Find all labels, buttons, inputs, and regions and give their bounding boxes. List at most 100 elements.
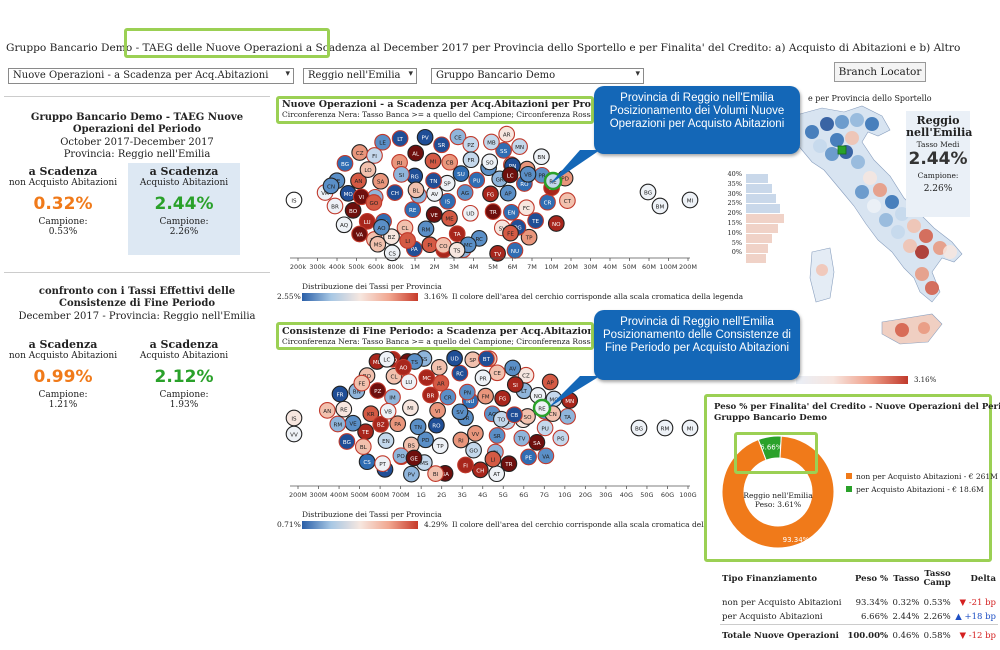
- province-bubble[interactable]: LT: [391, 130, 409, 147]
- province-bubble[interactable]: BL: [407, 181, 425, 199]
- province-bubble[interactable]: SI: [393, 166, 410, 183]
- province-bubble[interactable]: PD: [417, 431, 434, 449]
- province-bubble[interactable]: PE: [520, 448, 537, 466]
- province-bubble[interactable]: MS: [369, 235, 387, 253]
- province-bubble[interactable]: AN: [318, 402, 336, 419]
- province-bubble[interactable]: TV: [513, 429, 531, 447]
- province-bubble[interactable]: AL: [407, 144, 425, 162]
- province-bubble[interactable]: FG: [482, 185, 499, 203]
- province-bubble[interactable]: CH: [386, 184, 404, 201]
- province-bubble[interactable]: LE: [374, 133, 391, 151]
- province-bubble[interactable]: BR: [422, 386, 439, 404]
- province-bubble[interactable]: VI: [429, 402, 446, 419]
- province-bubble[interactable]: VV: [285, 425, 303, 443]
- province-bubble[interactable]: BZ: [372, 415, 390, 433]
- province-bubble[interactable]: FI: [457, 456, 474, 474]
- province-bubble[interactable]: BT: [478, 350, 495, 368]
- province-bubble[interactable]: SA: [528, 434, 546, 451]
- province-bubble[interactable]: VB: [379, 402, 397, 420]
- province-bubble[interactable]: CT: [559, 192, 576, 209]
- province-bubble[interactable]: LO: [359, 161, 377, 178]
- province-bubble[interactable]: TR: [484, 203, 502, 220]
- province-bubble[interactable]: CE: [488, 364, 506, 382]
- province-bubble[interactable]: FG: [494, 389, 511, 407]
- province-bubble[interactable]: FR: [462, 151, 480, 169]
- province-bubble[interactable]: CS: [383, 244, 401, 262]
- province-bubble[interactable]: AQ: [335, 216, 353, 234]
- donut-legend-item[interactable]: per Acquisto Abitazioni - € 18.6M: [846, 483, 998, 496]
- province-bubble[interactable]: CB: [506, 406, 523, 424]
- province-bubble[interactable]: FC: [518, 199, 535, 217]
- province-bubble[interactable]: TN: [425, 172, 442, 189]
- province-bubble[interactable]: VE: [425, 206, 443, 223]
- province-bubble[interactable]: VA: [537, 447, 555, 465]
- province-bubble[interactable]: MI: [424, 152, 442, 170]
- province-bubble[interactable]: VA: [351, 225, 368, 243]
- province-bubble[interactable]: FE: [502, 224, 519, 242]
- province-bubble[interactable]: AN: [350, 172, 367, 190]
- province-bubble[interactable]: SP: [438, 174, 456, 192]
- province-bubble[interactable]: SI: [506, 376, 524, 393]
- province-bubble[interactable]: GO: [465, 441, 482, 459]
- province-bubble[interactable]: TN: [409, 418, 427, 436]
- italy-map[interactable]: [782, 102, 972, 372]
- province-bubble[interactable]: IS: [439, 192, 456, 210]
- province-bubble[interactable]: IS: [285, 409, 303, 427]
- province-bubble[interactable]: PG: [552, 429, 570, 447]
- province-bubble[interactable]: AO: [395, 358, 412, 376]
- province-bubble[interactable]: TP: [520, 228, 538, 246]
- province-bubble[interactable]: MI: [681, 191, 699, 209]
- province-bubble[interactable]: TR: [500, 455, 518, 473]
- province-bubble[interactable]: PZ: [369, 382, 387, 399]
- province-bubble[interactable]: RE: [404, 201, 422, 219]
- province-bubble[interactable]: NO: [547, 215, 565, 232]
- province-bubble[interactable]: VI: [352, 188, 370, 206]
- province-bubble[interactable]: SS: [495, 142, 512, 159]
- province-bubble[interactable]: CR: [539, 193, 556, 211]
- province-bubble[interactable]: MI: [681, 419, 699, 437]
- province-bubble[interactable]: EN: [503, 203, 520, 221]
- province-bubble[interactable]: BG: [639, 183, 657, 201]
- province-bubble[interactable]: LI: [399, 232, 416, 249]
- operation-type-select[interactable]: Nuove Operazioni - a Scadenza per Acq.Ab…: [8, 68, 294, 84]
- province-bubble[interactable]: AP: [499, 184, 517, 202]
- province-bubble[interactable]: PN: [458, 383, 476, 401]
- province-bubble[interactable]: CH: [471, 461, 489, 479]
- province-bubble[interactable]: SV: [451, 403, 469, 421]
- province-bubble[interactable]: ME: [441, 209, 458, 227]
- province-bubble[interactable]: VB: [519, 165, 537, 183]
- province-bubble[interactable]: RM: [417, 220, 435, 238]
- province-bubble[interactable]: BG: [630, 419, 648, 437]
- group-select[interactable]: Gruppo Bancario Demo ▾: [431, 68, 644, 84]
- province-bubble[interactable]: AR: [432, 374, 450, 392]
- province-bubble[interactable]: PU: [536, 419, 554, 437]
- province-bubble[interactable]: FM: [477, 387, 494, 405]
- province-bubble[interactable]: TV: [489, 245, 506, 262]
- province-bubble[interactable]: PV: [403, 465, 420, 483]
- province-bubble[interactable]: SR: [488, 427, 506, 444]
- highlighted-province-bubble[interactable]: RE: [532, 398, 552, 418]
- province-bubble[interactable]: MI: [402, 399, 419, 417]
- province-bubble[interactable]: SA: [372, 172, 389, 190]
- province-bubble[interactable]: CN: [322, 177, 340, 195]
- province-bubble[interactable]: CE: [449, 128, 467, 146]
- province-bubble[interactable]: BN: [533, 148, 550, 166]
- province-bubble[interactable]: RO: [428, 416, 445, 434]
- province-bubble[interactable]: SO: [481, 153, 499, 171]
- province-bubble[interactable]: FR: [331, 385, 349, 403]
- province-bubble[interactable]: FI: [366, 147, 383, 164]
- province-bubble[interactable]: SU: [452, 165, 470, 182]
- province-bubble[interactable]: MB: [483, 133, 500, 151]
- province-bubble[interactable]: BO: [344, 202, 362, 219]
- province-bubble[interactable]: GO: [365, 194, 383, 211]
- province-bubble[interactable]: AR: [498, 125, 516, 143]
- province-bubble[interactable]: PA: [389, 415, 407, 433]
- province-bubble[interactable]: MC: [418, 369, 436, 386]
- branch-locator-button[interactable]: Branch Locator: [834, 62, 926, 82]
- province-bubble[interactable]: CR: [439, 388, 457, 406]
- province-bubble[interactable]: BR: [326, 197, 344, 215]
- province-bubble[interactable]: RM: [656, 419, 674, 437]
- province-bubble[interactable]: IS: [285, 191, 303, 209]
- province-bubble[interactable]: EN: [377, 432, 395, 449]
- province-bubble[interactable]: BM: [651, 197, 669, 215]
